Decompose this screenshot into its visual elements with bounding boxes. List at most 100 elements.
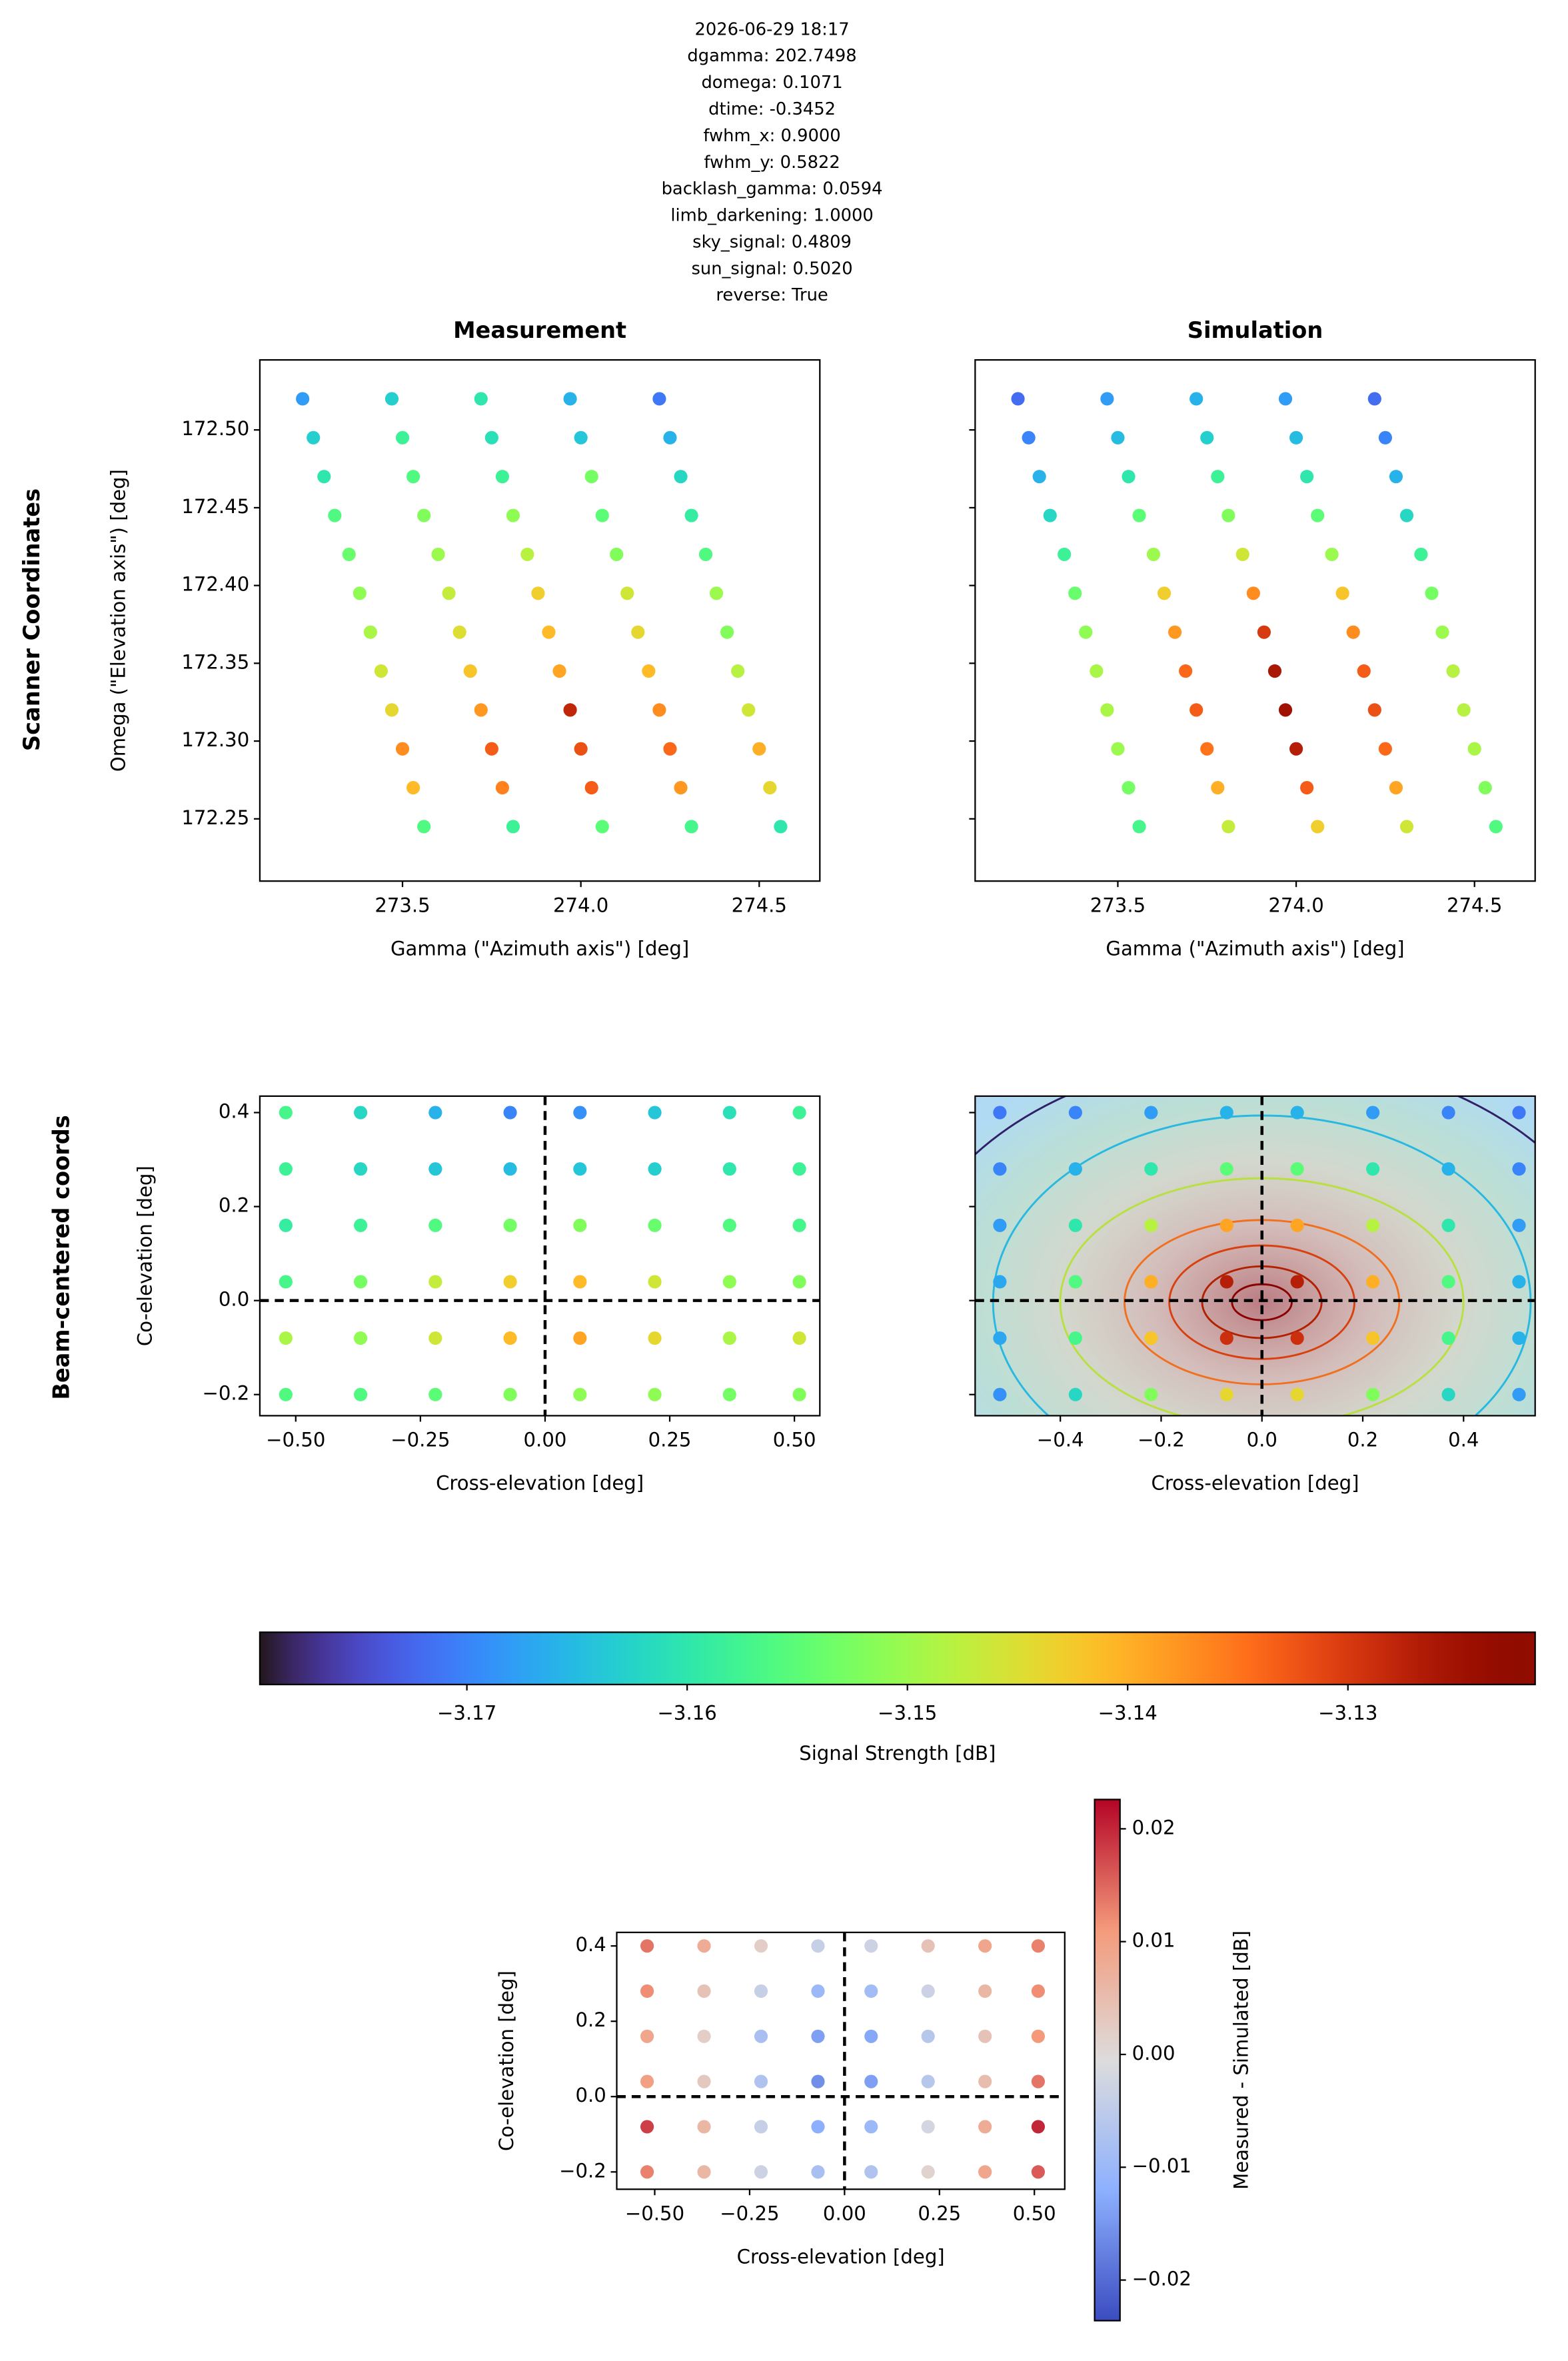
data-point bbox=[1489, 820, 1503, 834]
colorbar-label: Measured - Simulated [dB] bbox=[1229, 1931, 1252, 2190]
row-label: Scanner Coordinates bbox=[19, 488, 45, 751]
data-point bbox=[1325, 547, 1339, 562]
x-tick-label: 0.0 bbox=[1247, 1429, 1277, 1451]
data-point bbox=[1366, 1275, 1380, 1289]
data-point bbox=[1300, 781, 1314, 795]
colorbar-tick-label: −3.13 bbox=[1318, 1702, 1377, 1725]
data-point bbox=[1441, 1331, 1455, 1345]
data-point bbox=[428, 1275, 442, 1289]
x-axis-label: Cross-elevation [deg] bbox=[1152, 1472, 1359, 1495]
data-point bbox=[754, 2165, 768, 2179]
data-point bbox=[1157, 586, 1172, 600]
data-point bbox=[648, 1275, 662, 1289]
y-tick-label: 0.2 bbox=[219, 1194, 249, 1217]
data-point bbox=[648, 1162, 662, 1176]
data-point bbox=[631, 625, 645, 639]
axes-frame bbox=[259, 359, 821, 882]
data-point bbox=[921, 1939, 935, 1953]
data-point bbox=[354, 1331, 368, 1345]
data-point bbox=[720, 625, 734, 639]
data-point bbox=[1389, 470, 1403, 484]
y-tick-label: 172.30 bbox=[181, 728, 249, 751]
data-point bbox=[1290, 1275, 1304, 1289]
data-point bbox=[1090, 664, 1104, 678]
data-point bbox=[417, 508, 431, 522]
data-point bbox=[573, 1387, 587, 1401]
data-point bbox=[697, 1939, 711, 1953]
data-point bbox=[595, 820, 609, 834]
y-tick-label: 172.40 bbox=[181, 573, 249, 596]
data-point bbox=[342, 547, 356, 562]
data-point bbox=[1399, 820, 1414, 834]
axes-frame bbox=[974, 1095, 1536, 1417]
data-point bbox=[417, 820, 431, 834]
x-tick-label: 0.25 bbox=[918, 2202, 961, 2224]
data-point bbox=[1219, 1162, 1233, 1176]
data-point bbox=[1335, 586, 1349, 600]
x-tick-label: 273.5 bbox=[1090, 894, 1146, 916]
data-point bbox=[452, 625, 466, 639]
data-point bbox=[1144, 1106, 1158, 1120]
panel-title: Measurement bbox=[453, 317, 626, 343]
data-point bbox=[1366, 1387, 1380, 1401]
panel-title: Simulation bbox=[1187, 317, 1323, 343]
data-point bbox=[754, 2120, 768, 2134]
data-point bbox=[1219, 1275, 1233, 1289]
colorbar-tick-label: −0.01 bbox=[1132, 2154, 1191, 2177]
y-tick-label: −0.2 bbox=[203, 1382, 250, 1405]
data-point bbox=[374, 664, 388, 678]
data-point bbox=[742, 703, 756, 717]
data-point bbox=[573, 1106, 587, 1120]
data-point bbox=[428, 1162, 442, 1176]
data-point bbox=[1146, 547, 1161, 562]
axes-frame bbox=[616, 1931, 1066, 2190]
data-point bbox=[484, 742, 498, 756]
x-tick-label: −0.25 bbox=[391, 1429, 450, 1451]
data-point bbox=[1246, 586, 1260, 600]
data-point bbox=[1022, 430, 1036, 444]
header-line: domega: 0.1071 bbox=[701, 73, 842, 93]
data-point bbox=[792, 1275, 806, 1289]
data-point bbox=[1144, 1275, 1158, 1289]
x-tick-label: 0.25 bbox=[648, 1429, 692, 1451]
header-line: sky_signal: 0.4809 bbox=[692, 232, 852, 252]
data-point bbox=[1043, 508, 1057, 522]
data-point bbox=[385, 703, 399, 717]
data-point bbox=[722, 1106, 736, 1120]
data-point bbox=[684, 820, 698, 834]
data-point bbox=[317, 470, 331, 484]
data-point bbox=[1289, 430, 1303, 444]
data-point bbox=[978, 1984, 992, 1998]
data-point bbox=[1441, 1275, 1455, 1289]
data-point bbox=[563, 392, 577, 406]
data-point bbox=[921, 2120, 935, 2134]
header-line: reverse: True bbox=[716, 285, 828, 305]
y-tick-label: 172.35 bbox=[181, 650, 249, 673]
data-point bbox=[354, 1387, 368, 1401]
data-point bbox=[811, 2120, 825, 2134]
data-point bbox=[1200, 742, 1214, 756]
data-point bbox=[542, 625, 556, 639]
data-point bbox=[921, 2165, 935, 2179]
plot-area bbox=[993, 1106, 1526, 1401]
y-tick-label: 0.4 bbox=[575, 1933, 606, 1956]
data-point bbox=[640, 2074, 654, 2088]
data-point bbox=[506, 820, 520, 834]
data-point bbox=[921, 2029, 935, 2043]
data-point bbox=[722, 1331, 736, 1345]
y-tick-label: 0.0 bbox=[575, 2084, 606, 2106]
data-point bbox=[978, 2029, 992, 2043]
data-point bbox=[520, 547, 534, 562]
colorbar-tick-label: −3.14 bbox=[1098, 1702, 1158, 1725]
colorbar bbox=[259, 1631, 1536, 1685]
x-tick-label: 0.00 bbox=[524, 1429, 567, 1451]
data-point bbox=[1512, 1275, 1526, 1289]
y-tick-label: 0.4 bbox=[219, 1100, 249, 1123]
data-point bbox=[1144, 1331, 1158, 1345]
x-tick-label: 0.50 bbox=[1013, 2202, 1056, 2224]
data-point bbox=[484, 430, 498, 444]
data-point bbox=[307, 430, 321, 444]
data-point bbox=[552, 664, 566, 678]
data-point bbox=[993, 1331, 1007, 1345]
data-point bbox=[1211, 470, 1225, 484]
